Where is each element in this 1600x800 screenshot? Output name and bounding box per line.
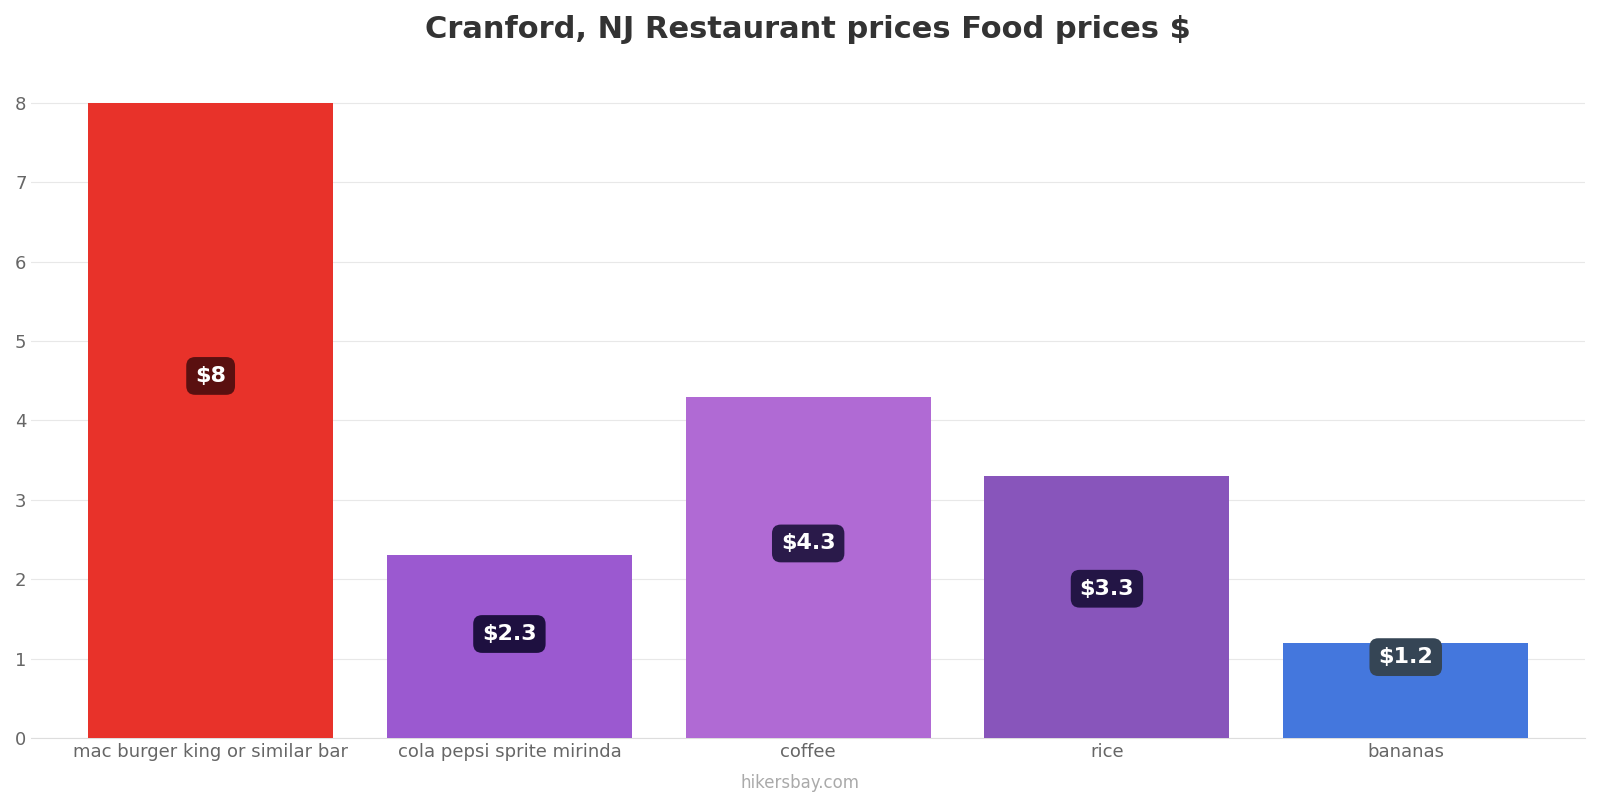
Text: $3.3: $3.3 [1080, 578, 1134, 598]
Bar [984, 476, 1229, 738]
Text: $1.2: $1.2 [1378, 647, 1434, 667]
Bar [88, 102, 333, 738]
Bar [1283, 643, 1528, 738]
Text: $4.3: $4.3 [781, 534, 835, 554]
Text: hikersbay.com: hikersbay.com [741, 774, 859, 792]
Text: $8: $8 [195, 366, 226, 386]
Text: $2.3: $2.3 [482, 624, 536, 644]
Title: Cranford, NJ Restaurant prices Food prices $: Cranford, NJ Restaurant prices Food pric… [426, 15, 1190, 44]
Bar [686, 397, 931, 738]
Bar [387, 555, 632, 738]
